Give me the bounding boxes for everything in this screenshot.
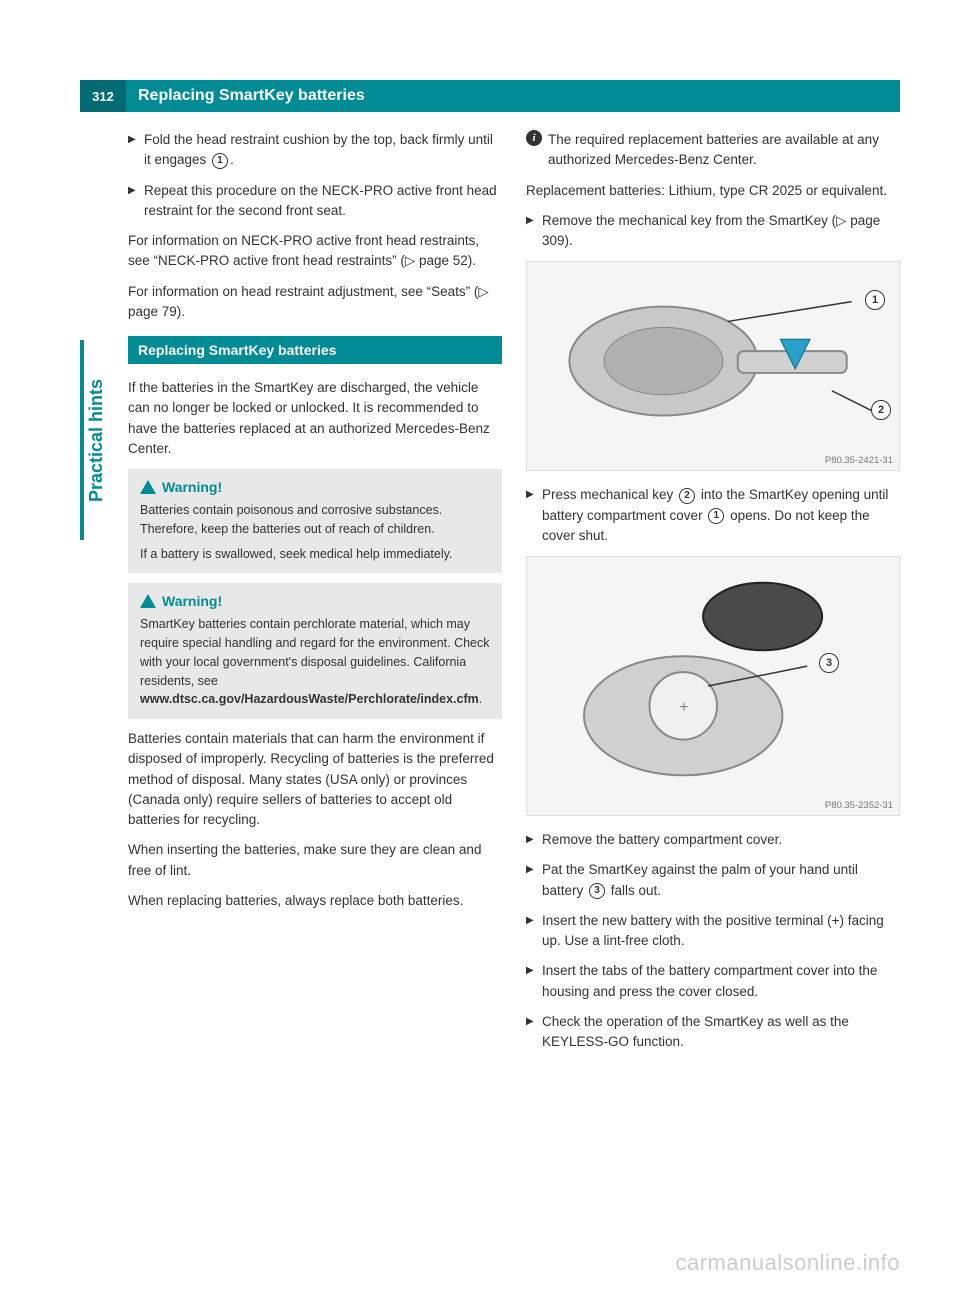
step-pat-smartkey: ▶ Pat the SmartKey against the palm of y… bbox=[526, 860, 900, 901]
step-text: Insert the tabs of the battery compartme… bbox=[542, 963, 877, 998]
step-fold-head-restraint: ▶ Fold the head restraint cushion by the… bbox=[128, 130, 502, 171]
warning-title-text: Warning! bbox=[162, 593, 222, 609]
page-title: Replacing SmartKey batteries bbox=[126, 87, 365, 105]
warning-text: SmartKey batteries contain perchlorate m… bbox=[140, 615, 490, 709]
warning-title: Warning! bbox=[140, 593, 490, 609]
figure-smartkey-open: 1 2 P80.35-2421-31 bbox=[526, 261, 900, 471]
side-tab-label: Practical hints bbox=[87, 378, 108, 501]
step-marker-icon: ▶ bbox=[526, 963, 534, 978]
page-number: 312 bbox=[80, 80, 126, 112]
step-text: Check the operation of the SmartKey as w… bbox=[542, 1014, 849, 1049]
warning-link-text: www.dtsc.ca.gov/HazardousWaste/Perchlora… bbox=[140, 692, 479, 706]
step-text: falls out. bbox=[607, 883, 661, 898]
step-marker-icon: ▶ bbox=[128, 183, 136, 198]
warning-title-text: Warning! bbox=[162, 479, 222, 495]
info-note: i The required replacement batteries are… bbox=[526, 130, 900, 171]
warning-text: If a battery is swallowed, seek medical … bbox=[140, 545, 490, 564]
step-marker-icon: ▶ bbox=[128, 132, 136, 147]
para-replace-both: When replacing batteries, always replace… bbox=[128, 891, 502, 911]
svg-text:+: + bbox=[679, 699, 688, 716]
step-marker-icon: ▶ bbox=[526, 487, 534, 502]
para-discharged: If the batteries in the SmartKey are dis… bbox=[128, 378, 502, 459]
right-column: i The required replacement batteries are… bbox=[526, 130, 900, 1062]
info-text: The required replacement batteries are a… bbox=[548, 132, 879, 167]
warning-text: Batteries contain poisonous and corrosiv… bbox=[140, 501, 490, 539]
step-text: Remove the battery compartment cover. bbox=[542, 832, 782, 847]
watermark: carmanualsonline.info bbox=[675, 1250, 900, 1276]
step-check-operation: ▶ Check the operation of the SmartKey as… bbox=[526, 1012, 900, 1053]
warning-text-pre: SmartKey batteries contain perchlorate m… bbox=[140, 617, 490, 687]
info-icon: i bbox=[526, 130, 542, 146]
step-press-key: ▶ Press mechanical key 2 into the SmartK… bbox=[526, 485, 900, 546]
content-area: ▶ Fold the head restraint cushion by the… bbox=[128, 130, 900, 1062]
warning-box-2: Warning! SmartKey batteries contain perc… bbox=[128, 583, 502, 719]
step-text: Remove the mechanical key from the Smart… bbox=[542, 213, 880, 248]
ref-circle-3: 3 bbox=[589, 883, 605, 899]
para-recycling: Batteries contain materials that can har… bbox=[128, 729, 502, 830]
step-repeat-neckpro: ▶ Repeat this procedure on the NECK-PRO … bbox=[128, 181, 502, 222]
figure-caption: P80.35-2352-31 bbox=[825, 800, 893, 811]
left-column: ▶ Fold the head restraint cushion by the… bbox=[128, 130, 502, 1062]
ref-circle-2: 2 bbox=[679, 488, 695, 504]
step-tail: . bbox=[230, 152, 234, 167]
warning-box-1: Warning! Batteries contain poisonous and… bbox=[128, 469, 502, 573]
smartkey-illustration-2: + bbox=[527, 557, 899, 815]
section-heading-replacing: Replacing SmartKey batteries bbox=[128, 336, 502, 364]
step-text: Repeat this procedure on the NECK-PRO ac… bbox=[144, 183, 497, 218]
side-tab: Practical hints bbox=[80, 340, 110, 540]
step-marker-icon: ▶ bbox=[526, 832, 534, 847]
step-marker-icon: ▶ bbox=[526, 862, 534, 877]
para-neckpro-info: For information on NECK-PRO active front… bbox=[128, 231, 502, 272]
smartkey-illustration-1 bbox=[527, 262, 899, 470]
step-insert-battery: ▶ Insert the new battery with the positi… bbox=[526, 911, 900, 952]
step-marker-icon: ▶ bbox=[526, 213, 534, 228]
figure-smartkey-battery: + 3 P80.35-2352-31 bbox=[526, 556, 900, 816]
para-lintfree: When inserting the batteries, make sure … bbox=[128, 840, 502, 881]
ref-circle-1: 1 bbox=[708, 508, 724, 524]
callout-3: 3 bbox=[819, 653, 839, 673]
page-header: 312 Replacing SmartKey batteries bbox=[80, 80, 900, 112]
ref-circle-1: 1 bbox=[212, 153, 228, 169]
step-insert-tabs: ▶ Insert the tabs of the battery compart… bbox=[526, 961, 900, 1002]
para-seats-info: For information on head restraint adjust… bbox=[128, 282, 502, 323]
warning-title: Warning! bbox=[140, 479, 490, 495]
step-marker-icon: ▶ bbox=[526, 913, 534, 928]
step-remove-key: ▶ Remove the mechanical key from the Sma… bbox=[526, 211, 900, 252]
step-remove-cover: ▶ Remove the battery compartment cover. bbox=[526, 830, 900, 850]
step-text: Fold the head restraint cushion by the t… bbox=[144, 132, 493, 167]
warning-triangle-icon bbox=[140, 594, 156, 608]
figure-caption: P80.35-2421-31 bbox=[825, 455, 893, 466]
step-text: Insert the new battery with the positive… bbox=[542, 913, 884, 948]
warning-text-post: . bbox=[479, 692, 482, 706]
step-marker-icon: ▶ bbox=[526, 1014, 534, 1029]
step-text: Press mechanical key bbox=[542, 487, 677, 502]
para-battery-type: Replacement batteries: Lithium, type CR … bbox=[526, 181, 900, 201]
warning-triangle-icon bbox=[140, 480, 156, 494]
